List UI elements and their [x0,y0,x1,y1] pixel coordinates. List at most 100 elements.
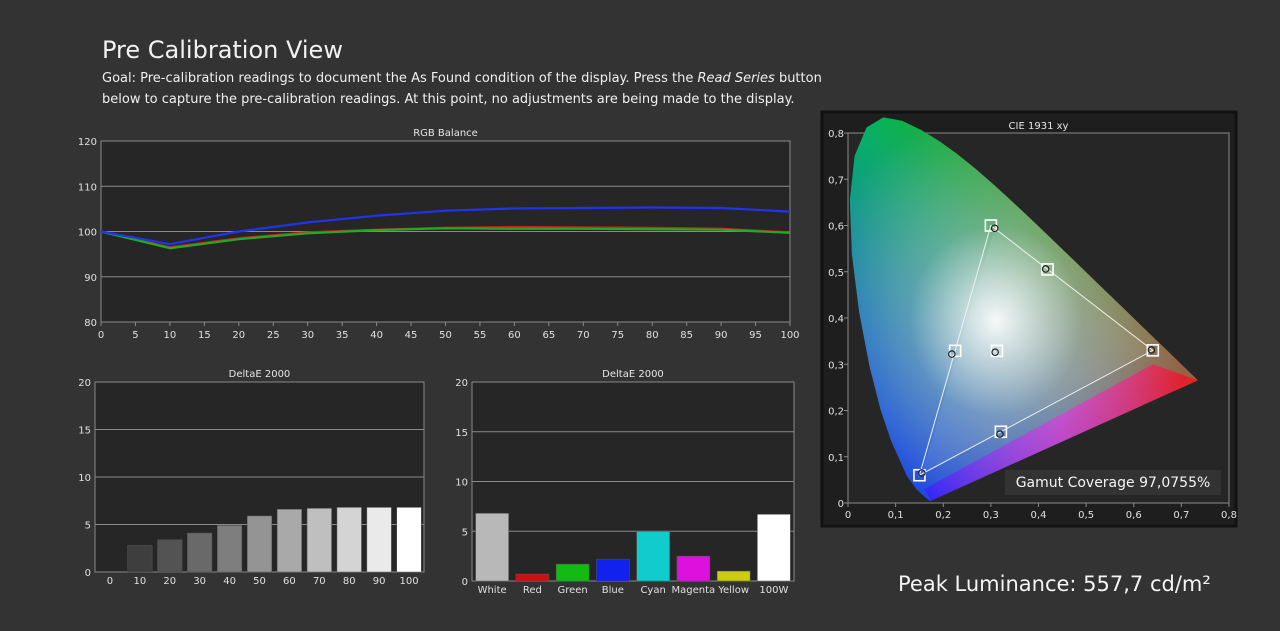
cie-measured-point-3 [948,350,956,358]
cie-x-tick: 0,4 [1031,510,1047,521]
cie-measured-point-6 [991,348,999,357]
gray-deltae-title: DeltaE 2000 [229,369,291,380]
rgb-x-tick: 20 [232,330,245,341]
cie-x-tick: 0,5 [1078,510,1094,521]
cie-y-tick: 0,3 [828,360,844,371]
gray-deltae-bar-40 [217,525,243,573]
gray-deltae-bar-70 [306,508,332,573]
cie-y-tick: 0,2 [828,407,844,418]
rgb-series-line-1 [100,227,791,250]
gray-deltae-x-label: 20 [163,576,176,587]
rgb-y-tick: 90 [84,273,97,284]
rgb-x-tick: 80 [646,330,659,341]
page-title: Pre Calibration View [102,36,343,64]
gray-deltae-x-label: 100 [399,576,418,587]
color-deltae-x-label: 100W [759,585,788,596]
rgb-x-tick: 25 [267,330,280,341]
rgb-x-tick: 100 [780,330,799,341]
rgb-y-tick: 110 [78,182,97,193]
gray-deltae-bar-30 [187,532,213,573]
color-deltae-bar-Red [515,573,550,582]
color-deltae-bar-Magenta [676,555,711,582]
rgb-x-tick: 75 [611,330,624,341]
cie-y-tick: 0,7 [828,175,844,186]
cie-measured-point-4 [996,430,1004,438]
gray-deltae-bar-50 [246,515,273,573]
cie-x-tick: 0,6 [1126,510,1142,521]
rgb-x-tick: 10 [164,330,177,341]
rgb-x-tick: 35 [336,330,349,341]
cie-y-tick: 0,8 [828,129,844,140]
rgb-chart-title: RGB Balance [413,128,478,139]
rgb-x-tick: 30 [301,330,314,341]
cie-target-point-3 [948,344,962,358]
cie-y-tick: 0,5 [828,268,844,279]
gamut-coverage-label: Gamut Coverage 97,0755% [1016,475,1211,491]
goal-read-series: Read Series [697,71,775,86]
cie-measured-point-1 [990,224,999,233]
gray-deltae-y-tick: 15 [78,426,91,437]
color-deltae-bar-100W [757,514,791,582]
color-deltae-title: DeltaE 2000 [602,369,664,380]
color-deltae-bar-Cyan [636,531,670,582]
rgb-x-tick: 65 [542,330,555,341]
gray-deltae-x-label: 70 [313,576,326,587]
rgb-series-line-2 [100,206,791,246]
gamut-coverage-box [1005,470,1221,495]
gray-deltae-x-label: 10 [133,576,146,587]
gray-deltae-x-label: 80 [343,576,356,587]
color-deltae-x-label: Blue [602,585,624,596]
cie-x-tick: 0,2 [935,510,951,521]
goal-prefix: Goal: Pre-calibration readings to docume… [102,71,698,86]
gray-deltae-x-label: 0 [107,576,113,587]
rgb-x-tick: 15 [198,330,211,341]
cie-target-point-2 [913,468,926,482]
color-deltae-bar-Green [555,563,590,582]
rgb-x-tick: 45 [405,330,418,341]
color-deltae-x-label: Red [523,585,542,596]
gray-deltae-y-tick: 20 [78,378,91,389]
cie-measured-point-0 [1147,346,1156,354]
goal-suffix: button below to capture the pre-calibrat… [102,71,822,107]
color-deltae-y-tick: 0 [462,577,468,588]
peak-luminance: Peak Luminance: 557,7 cd/m² [898,572,1211,596]
gray-deltae-bar-10 [127,545,153,573]
gray-deltae-bar-80 [336,507,362,573]
rgb-x-tick: 5 [132,330,138,341]
rgb-y-tick: 80 [84,318,97,329]
rgb-x-tick: 40 [370,330,383,341]
cie-y-tick: 0,4 [828,314,844,325]
cie-target-point-0 [1146,344,1160,357]
cie-y-tick: 0,6 [828,222,844,233]
color-deltae-y-tick: 10 [455,478,468,489]
gray-deltae-y-tick: 0 [85,568,91,579]
rgb-x-tick: 55 [474,330,487,341]
color-deltae-bar-White [475,513,509,582]
color-deltae-y-tick: 15 [455,428,468,439]
gray-deltae-bar-100 [396,507,422,573]
color-deltae-x-label: Yellow [717,585,749,596]
cie-target-point-6 [990,344,1004,358]
rgb-y-tick: 100 [78,228,97,239]
gray-deltae-x-label: 50 [253,576,266,587]
color-deltae-y-tick: 20 [455,378,468,389]
cie-title: CIE 1931 xy [1009,121,1069,132]
rgb-x-tick: 85 [680,330,693,341]
cie-measured-triangle [921,228,1152,473]
rgb-x-tick: 0 [98,330,104,341]
gray-deltae-y-tick: 10 [78,473,91,484]
color-deltae-bar-Blue [596,558,630,582]
gray-deltae-bar-90 [366,507,392,573]
gray-deltae-bar-60 [276,509,302,573]
cie-y-tick: 0 [838,499,844,510]
cie-x-tick: 0,8 [1221,510,1237,521]
cie-target-triangle [918,224,1154,477]
rgb-x-tick: 60 [508,330,521,341]
cie-measured-point-2 [918,469,926,477]
rgb-x-tick: 70 [577,330,590,341]
color-deltae-bar-Yellow [716,570,751,582]
gray-deltae-x-label: 60 [283,576,296,587]
rgb-x-tick: 90 [715,330,728,341]
goal-text: Goal: Pre-calibration readings to docume… [102,68,862,110]
